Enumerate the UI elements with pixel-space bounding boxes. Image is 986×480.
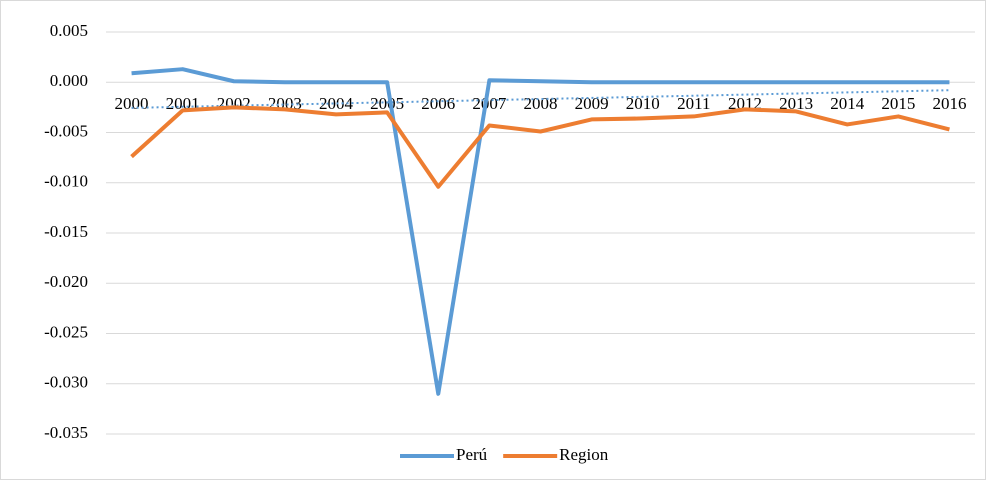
y-tick-label: -0.005 [44, 121, 88, 140]
x-tick-label: 2015 [881, 94, 915, 113]
x-tick-label: 2006 [421, 94, 455, 113]
x-tick-label: 2010 [626, 94, 660, 113]
legend-label: Region [559, 445, 609, 464]
x-tick-label: 2013 [779, 94, 813, 113]
y-tick-label: -0.025 [44, 322, 88, 341]
x-tick-label: 2014 [830, 94, 865, 113]
x-tick-label: 2008 [524, 94, 558, 113]
x-tick-label: 2000 [115, 94, 149, 113]
y-tick-label: -0.020 [44, 272, 88, 291]
trendline [131, 89, 950, 109]
y-tick-label: -0.015 [44, 222, 88, 241]
y-tick-label: -0.030 [44, 373, 88, 392]
x-tick-label: 2002 [217, 94, 251, 113]
x-tick-label: 2005 [370, 94, 404, 113]
x-tick-label: 2007 [472, 94, 507, 113]
x-tick-label: 2011 [677, 94, 710, 113]
series-line [131, 67, 950, 396]
x-tick-label: 2004 [319, 94, 354, 113]
series-line [130, 105, 950, 189]
y-tick-label: -0.035 [44, 423, 88, 442]
x-tick-label: 2016 [932, 94, 966, 113]
y-tick-label: 0.000 [50, 71, 88, 90]
y-tick-label: 0.005 [50, 21, 88, 40]
y-tick-label: -0.010 [44, 172, 88, 191]
legend-label: Perú [456, 445, 488, 464]
